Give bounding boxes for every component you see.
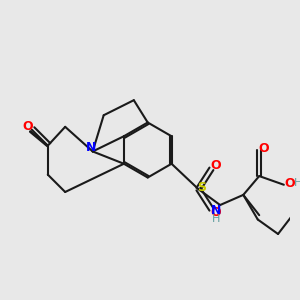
Text: O: O — [211, 206, 221, 219]
Text: O: O — [22, 120, 33, 133]
Text: N: N — [211, 204, 221, 217]
Text: S: S — [197, 181, 206, 194]
Text: O: O — [284, 177, 295, 190]
Text: N: N — [86, 141, 96, 154]
Text: H: H — [294, 178, 300, 188]
Text: O: O — [258, 142, 269, 155]
Text: O: O — [211, 159, 221, 172]
Text: H: H — [212, 214, 220, 224]
